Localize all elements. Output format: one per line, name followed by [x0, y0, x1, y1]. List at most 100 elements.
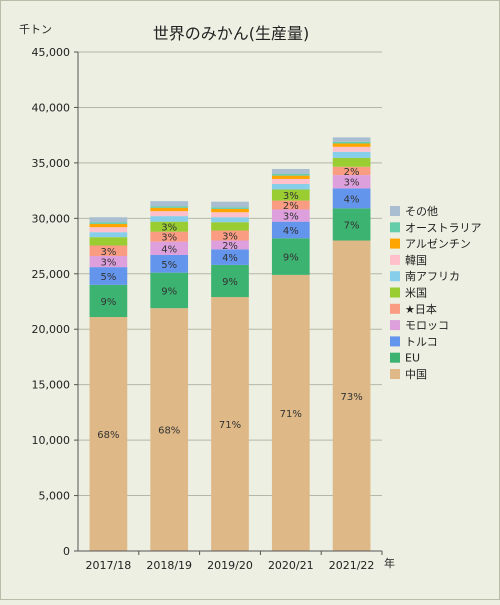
bar-segment — [150, 211, 189, 217]
data-label: 3% — [161, 233, 177, 244]
bar-segment — [89, 222, 128, 224]
data-label: 4% — [222, 253, 238, 264]
y-tick-label: 30,000 — [32, 212, 71, 225]
legend-label: 韓国 — [405, 254, 427, 267]
bar-segment — [150, 206, 189, 208]
bar-segment — [211, 222, 249, 231]
y-tick-label: 20,000 — [32, 323, 71, 336]
data-label: 2% — [283, 201, 299, 212]
x-axis-unit-label: 年 — [384, 556, 395, 570]
y-tick-label: 35,000 — [32, 157, 71, 170]
legend-label: 米国 — [405, 287, 427, 300]
data-label: 5% — [100, 272, 116, 283]
bar-segment — [89, 256, 128, 268]
y-tick-label: 5,000 — [39, 490, 71, 503]
bar-segment — [89, 284, 128, 318]
y-tick-label: 25,000 — [32, 268, 71, 281]
data-label: 4% — [161, 244, 177, 255]
bar-segment — [332, 137, 371, 142]
y-axis-ticks: 0 5,000 10,000 15,000 20,000 25,000 30,000 35,0… — [32, 46, 78, 558]
data-label: 9% — [100, 297, 116, 308]
bar-segment — [332, 166, 371, 176]
bar-segment — [150, 254, 189, 273]
bar-segment — [211, 264, 249, 298]
legend-swatch — [390, 271, 400, 282]
x-tick-label: 2019/20 — [207, 559, 253, 572]
bar-segment — [271, 168, 310, 174]
data-label: 73% — [340, 392, 362, 403]
bar-segment — [89, 217, 128, 223]
bar-segment — [271, 178, 310, 184]
data-label: 68% — [97, 430, 119, 441]
bar-segment — [332, 157, 371, 167]
bar-segment — [271, 200, 310, 210]
bar-segment — [150, 221, 189, 232]
bar-segment — [211, 207, 249, 209]
legend-swatch — [390, 336, 400, 347]
bar-segment — [89, 245, 128, 257]
data-label: 3% — [100, 258, 116, 269]
x-tick-label: 2017/18 — [86, 559, 132, 572]
legend-swatch — [390, 222, 400, 233]
bars — [89, 137, 371, 551]
legend-swatch — [390, 287, 400, 298]
x-tick-label: 2018/19 — [146, 559, 192, 572]
legend-swatch — [390, 303, 400, 314]
bar-segment — [271, 183, 310, 190]
bar-segment — [332, 151, 371, 158]
legend-label: 南アフリカ — [405, 270, 460, 283]
bar-segment — [271, 209, 310, 222]
bar-segment — [332, 188, 371, 209]
y-tick-label: 40,000 — [32, 101, 71, 114]
y-tick-label: 15,000 — [32, 379, 71, 392]
legend-swatch — [390, 352, 400, 363]
bar-segment — [271, 175, 310, 179]
data-label: 3% — [283, 212, 299, 223]
bar-segment — [332, 240, 371, 551]
data-label: 4% — [283, 226, 299, 237]
legend-swatch — [390, 206, 400, 216]
bar-segment — [89, 227, 128, 233]
bar-segment — [150, 308, 189, 551]
data-label: 3% — [283, 191, 299, 202]
chart-title: 世界のみかん(生産量) — [153, 24, 310, 43]
bar-segment — [271, 238, 310, 275]
bar-segment — [211, 217, 249, 223]
bar-segment — [211, 240, 249, 250]
legend-swatch — [390, 254, 400, 265]
bar-segment — [332, 141, 371, 144]
data-label: 71% — [219, 420, 241, 431]
bar-segment — [211, 249, 249, 265]
bar-segment — [89, 317, 128, 551]
legend-label: EU — [405, 352, 420, 365]
data-label: 5% — [161, 260, 177, 271]
bar-segment — [89, 237, 128, 246]
bar-segment — [211, 297, 249, 551]
bar-segment — [89, 232, 128, 238]
legend-label: モロッコ — [405, 319, 449, 332]
y-tick-label: 0 — [63, 545, 70, 558]
bar-segment — [271, 173, 310, 176]
data-label: 3% — [100, 247, 116, 258]
legend-label: トルコ — [405, 335, 438, 348]
y-axis-unit-label: 千トン — [19, 23, 52, 36]
bar-segment — [211, 208, 249, 213]
bar-segment — [332, 175, 371, 189]
data-label: 68% — [158, 426, 180, 437]
bar-segment — [150, 207, 189, 212]
y-tick-label: 10,000 — [32, 434, 71, 447]
bar-segment — [150, 241, 189, 255]
bar-segment — [271, 221, 310, 239]
legend-label: オーストラリア — [405, 221, 481, 234]
data-label: 4% — [344, 194, 360, 205]
data-label: 9% — [222, 277, 238, 288]
bar-segment — [150, 231, 189, 242]
bar-segment — [150, 216, 189, 222]
data-label: 71% — [280, 409, 302, 420]
data-label: 9% — [161, 286, 177, 297]
legend-label: 中国 — [405, 368, 427, 381]
data-label: 3% — [222, 232, 238, 243]
data-label: 9% — [283, 253, 299, 264]
